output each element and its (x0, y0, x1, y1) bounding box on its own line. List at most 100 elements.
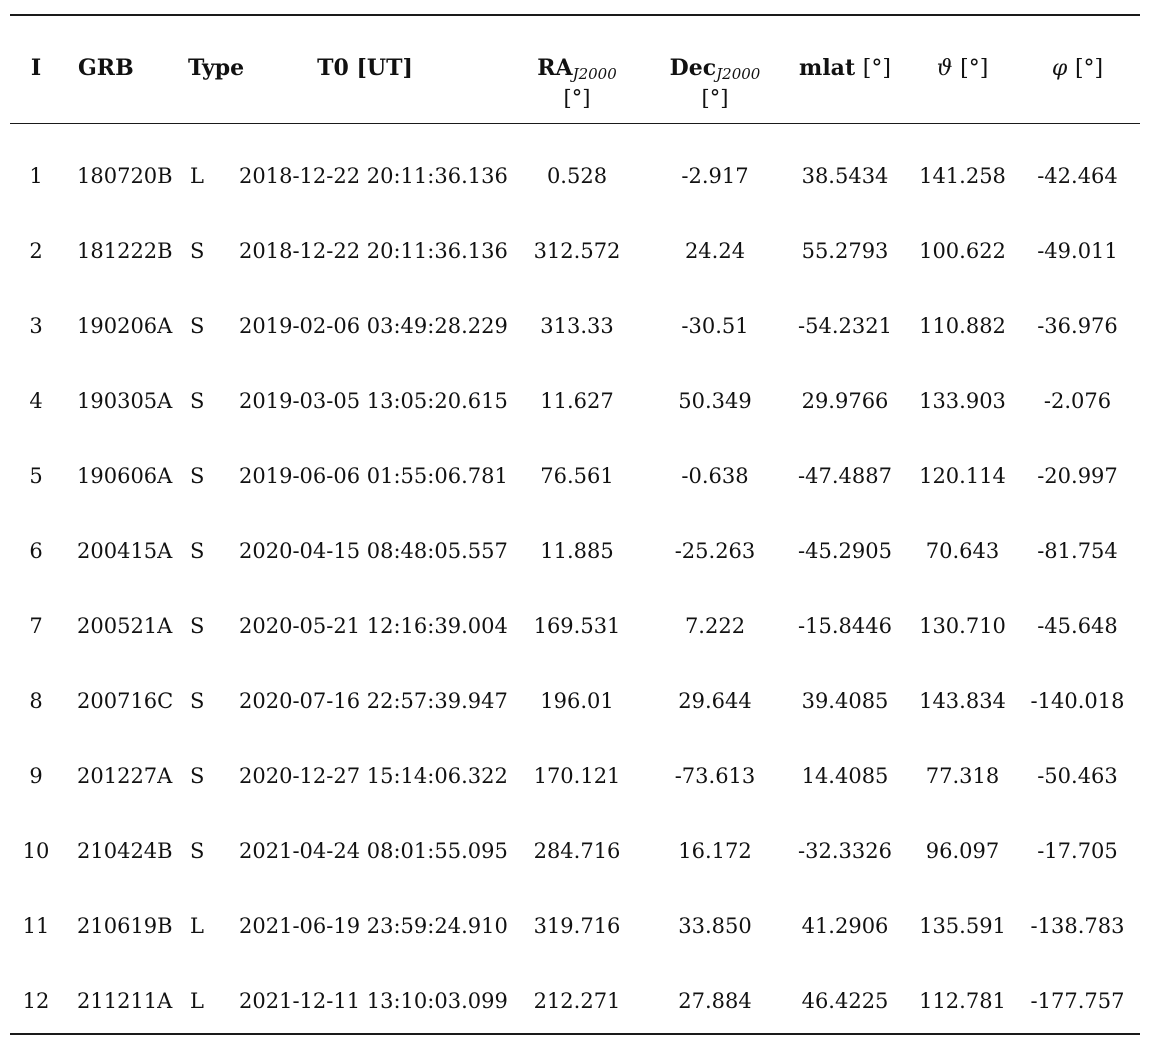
cell-ra: 284.716 (533, 839, 621, 863)
cell-phi: -49.011 (1037, 239, 1118, 263)
header-index: I (26, 55, 46, 81)
cell-mlat: 14.4085 (801, 764, 889, 788)
cell-type: S (190, 839, 205, 863)
cell-theta: 135.591 (919, 914, 1006, 938)
cell-t0: 2019-02-06 03:49:28.229 (239, 314, 508, 338)
cell-mlat: -47.4887 (798, 464, 892, 488)
header-ra-subscript: J2000 (572, 65, 617, 83)
header-phi-symbol: φ (1051, 56, 1068, 81)
cell-index: 2 (29, 239, 43, 263)
cell-grb: 200415A (77, 539, 173, 563)
cell-dec: 29.644 (678, 689, 752, 713)
cell-t0: 2021-06-19 23:59:24.910 (239, 914, 508, 938)
cell-index: 1 (29, 164, 43, 188)
cell-dec: 24.24 (684, 239, 746, 263)
cell-t0: 2020-05-21 12:16:39.004 (239, 614, 508, 638)
cell-dec: -2.917 (681, 164, 749, 188)
cell-theta: 120.114 (919, 464, 1006, 488)
header-grb: GRB (78, 55, 158, 81)
cell-type: S (190, 314, 205, 338)
cell-grb: 190305A (77, 389, 173, 413)
cell-dec: 27.884 (678, 989, 752, 1013)
cell-phi: -17.705 (1037, 839, 1118, 863)
cell-theta: 133.903 (919, 389, 1006, 413)
cell-t0: 2019-06-06 01:55:06.781 (239, 464, 508, 488)
cell-index: 5 (29, 464, 43, 488)
header-mlat-unit: [°] (862, 56, 891, 81)
cell-dec: 16.172 (678, 839, 752, 863)
cell-grb: 200521A (77, 614, 173, 638)
cell-grb: 201227A (77, 764, 173, 788)
cell-mlat: 41.2906 (801, 914, 889, 938)
cell-dec: -30.51 (681, 314, 749, 338)
cell-ra: 312.572 (533, 239, 621, 263)
cell-ra: 76.561 (540, 464, 614, 488)
cell-mlat: -32.3326 (798, 839, 892, 863)
cell-phi: -2.076 (1043, 389, 1112, 413)
cell-index: 12 (22, 989, 50, 1013)
header-ra-unit: [°] (563, 86, 591, 110)
header-dec: DecJ2000 [°] (655, 55, 775, 109)
cell-mlat: 38.5434 (801, 164, 889, 188)
cell-theta: 112.781 (919, 989, 1006, 1013)
cell-type: S (190, 689, 205, 713)
cell-t0: 2020-04-15 08:48:05.557 (239, 539, 508, 563)
header-index-label: I (30, 55, 42, 81)
header-theta-unit: [°] (960, 56, 989, 81)
header-dec-unit: [°] (701, 86, 729, 110)
header-theta: ϑ [°] (915, 55, 1010, 82)
cell-dec: 7.222 (684, 614, 746, 638)
cell-theta: 143.834 (919, 689, 1006, 713)
table-top-rule (10, 14, 1140, 16)
cell-index: 4 (29, 389, 43, 413)
cell-mlat: 46.4225 (801, 989, 889, 1013)
header-t0: T0 [UT] (290, 55, 440, 81)
cell-type: L (190, 914, 204, 938)
cell-index: 11 (22, 914, 50, 938)
header-grb-label: GRB (78, 55, 134, 81)
cell-mlat: 39.4085 (801, 689, 889, 713)
cell-dec: 50.349 (678, 389, 752, 413)
cell-mlat: 55.2793 (801, 239, 889, 263)
cell-index: 7 (29, 614, 43, 638)
cell-theta: 100.622 (919, 239, 1006, 263)
cell-dec: 33.850 (678, 914, 752, 938)
header-phi: φ [°] (1030, 55, 1125, 82)
cell-grb: 190606A (77, 464, 173, 488)
header-dec-subscript: J2000 (716, 65, 761, 83)
cell-t0: 2020-12-27 15:14:06.322 (239, 764, 508, 788)
cell-theta: 141.258 (919, 164, 1006, 188)
header-dec-label: Dec (669, 55, 717, 81)
cell-t0: 2018-12-22 20:11:36.136 (239, 164, 508, 188)
cell-grb: 210424B (77, 839, 173, 863)
cell-ra: 313.33 (540, 314, 614, 338)
cell-phi: -140.018 (1030, 689, 1125, 713)
cell-type: S (190, 614, 205, 638)
header-t0-label: T0 [UT] (317, 55, 413, 81)
cell-ra: 11.627 (540, 389, 614, 413)
cell-ra: 170.121 (533, 764, 621, 788)
cell-type: L (190, 164, 204, 188)
cell-grb: 211211A (77, 989, 173, 1013)
cell-theta: 96.097 (925, 839, 1000, 863)
cell-t0: 2020-07-16 22:57:39.947 (239, 689, 508, 713)
table-bottom-rule (10, 1033, 1140, 1035)
cell-phi: -45.648 (1037, 614, 1118, 638)
cell-ra: 212.271 (533, 989, 621, 1013)
cell-type: S (190, 764, 205, 788)
cell-theta: 110.882 (919, 314, 1006, 338)
cell-t0: 2021-12-11 13:10:03.099 (239, 989, 508, 1013)
cell-phi: -81.754 (1037, 539, 1118, 563)
cell-type: S (190, 239, 205, 263)
cell-theta: 130.710 (919, 614, 1006, 638)
header-theta-symbol: ϑ (936, 56, 953, 81)
cell-phi: -20.997 (1037, 464, 1118, 488)
cell-index: 9 (29, 764, 43, 788)
header-phi-unit: [°] (1074, 56, 1104, 81)
cell-ra: 0.528 (546, 164, 608, 188)
cell-theta: 77.318 (925, 764, 1000, 788)
cell-ra: 196.01 (540, 689, 614, 713)
header-mlat-label: mlat (799, 55, 856, 81)
table-header-rule (10, 123, 1140, 124)
cell-type: S (190, 389, 205, 413)
